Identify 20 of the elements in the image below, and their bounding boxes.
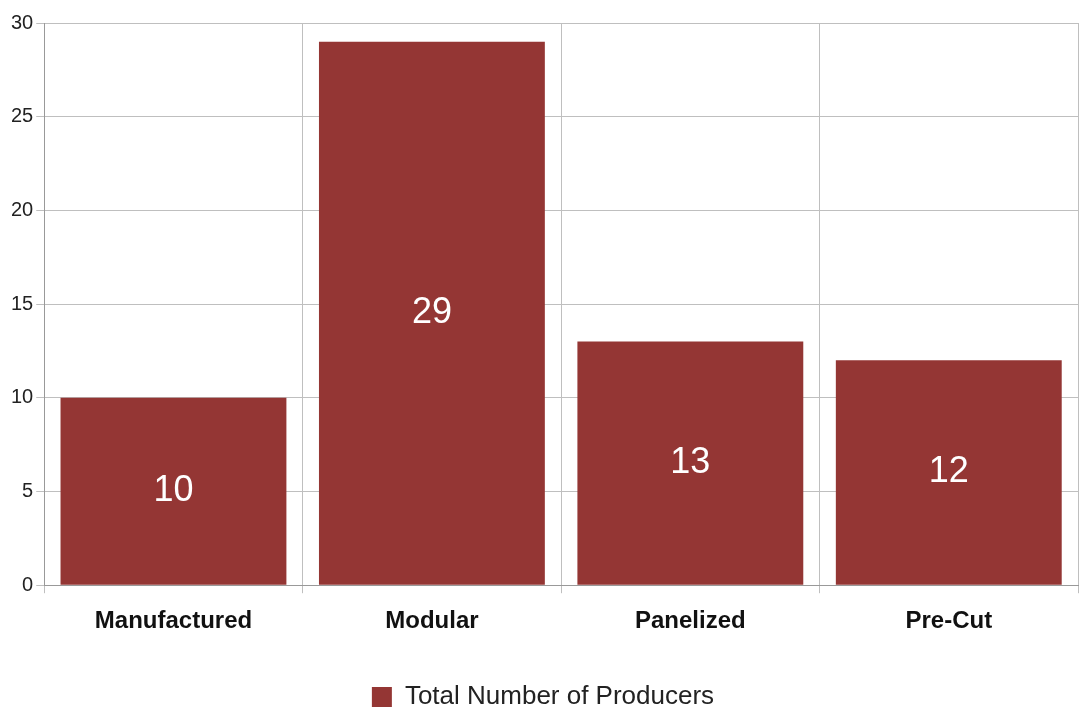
data-label: 12 [928,449,969,491]
y-tick-label: 10 [11,385,34,408]
y-tick-label: 15 [11,291,34,314]
x-tick-label: Pre-Cut [905,606,993,634]
x-tick-label: Manufactured [94,606,253,634]
x-tick-label: Modular [385,606,479,634]
y-tick-label: 5 [22,479,34,502]
bar [835,360,1062,585]
data-label: 10 [153,468,194,510]
y-tick-label: 25 [11,104,34,127]
legend-label: Total Number of Producers [404,680,715,711]
y-tick-label: 20 [11,197,34,220]
data-label: 13 [670,440,711,482]
data-label: 29 [411,290,452,332]
bar [577,341,804,585]
bar [60,397,287,585]
bar [318,41,545,585]
y-tick-label: 0 [22,572,34,595]
y-tick-label: 30 [11,10,34,33]
x-tick-label: Panelized [634,606,746,634]
